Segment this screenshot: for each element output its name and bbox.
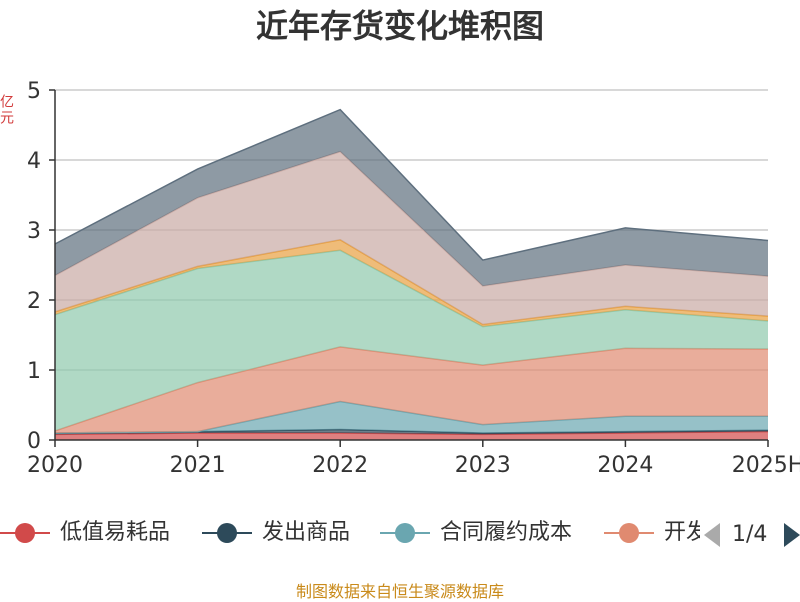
x-tick-label: 2022 [312, 453, 368, 478]
legend: 低值易耗品 发出商品 合同履约成本 开发成本 [0, 513, 800, 553]
legend-label: 合同履约成本 [440, 520, 573, 545]
pager-next-icon[interactable] [780, 521, 800, 549]
data-source-note: 制图数据来自恒生聚源数据库 [295, 582, 504, 601]
x-tick-label: 2020 [27, 453, 83, 478]
x-tick-label: 2023 [455, 453, 511, 478]
y-axis-title: 亿元 [0, 94, 14, 126]
pager-prev-icon[interactable] [702, 521, 724, 549]
legend-label: 低值易耗品 [60, 520, 171, 545]
axes: 0 1 2 3 4 5 2020 2021 2022 2023 2024 2025H [27, 79, 800, 478]
x-tick-label: 2024 [597, 453, 653, 478]
area-series [54, 108, 769, 440]
x-tick-label: 2025H [732, 453, 800, 478]
y-tick-label: 5 [27, 79, 41, 104]
x-tick-label: 2021 [170, 453, 226, 478]
legend-marker-icon [604, 523, 654, 543]
legend-marker-icon [202, 523, 252, 543]
area-series-4 [55, 250, 768, 431]
legend-marker-icon [380, 523, 430, 543]
y-tick-label: 4 [27, 149, 41, 174]
pager-page-indicator: 1/4 [732, 522, 768, 547]
y-tick-label: 1 [27, 359, 41, 384]
stacked-area-chart: 0 1 2 3 4 5 2020 2021 2022 2023 2024 2025H [27, 79, 800, 478]
y-tick-label: 0 [27, 429, 41, 454]
y-tick-label: 3 [27, 219, 41, 244]
chart-title: 近年存货变化堆积图 [255, 7, 544, 45]
legend-label: 发出商品 [262, 520, 351, 545]
legend-marker-icon [0, 523, 50, 543]
legend-pager: 1/4 [700, 513, 800, 553]
area-line-7 [54, 108, 769, 261]
area-series-5 [55, 239, 768, 327]
area-series-6 [55, 151, 768, 325]
area-series-7 [55, 109, 768, 286]
y-tick-label: 2 [27, 289, 41, 314]
area-series-2 [55, 401, 768, 433]
area-series-3 [55, 346, 768, 433]
